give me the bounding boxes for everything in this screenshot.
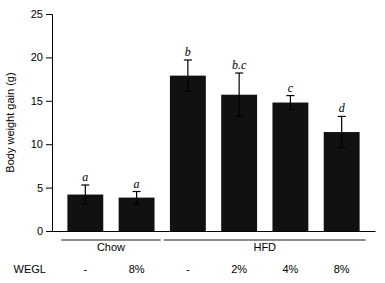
x-tick: 8% <box>334 263 350 275</box>
x-axis-line <box>53 231 376 232</box>
x-tick-label: 4% <box>282 263 298 275</box>
x-tick: - <box>186 263 190 275</box>
y-axis: 0 5 10 15 20 25 <box>31 8 53 237</box>
bar <box>272 103 308 231</box>
error-cap <box>133 203 141 204</box>
y-tick-mark <box>46 57 52 58</box>
x-tick: 2% <box>231 263 247 275</box>
annotation: c <box>288 81 294 95</box>
y-tick: 5 <box>37 182 52 194</box>
x-tick-label: 2% <box>231 263 247 275</box>
error-bar <box>239 73 240 116</box>
annotation: a <box>82 170 88 184</box>
x-axis-title: WEGL <box>14 263 46 275</box>
x-tick: 8% <box>129 263 145 275</box>
x-tick: - <box>83 263 87 275</box>
marks <box>67 60 359 231</box>
y-tick: 10 <box>31 138 52 150</box>
x-tick: 4% <box>282 263 298 275</box>
error-bar <box>136 192 137 204</box>
error-cap <box>235 116 243 117</box>
x-tick-label: - <box>186 263 190 275</box>
plot: 0 5 10 15 20 25 - 8% - 2% 4% 8% Chow HFD a a b b.c c d Body … <box>4 8 376 275</box>
error-cap <box>133 191 141 192</box>
error-bar <box>187 60 188 91</box>
error-bar <box>290 96 291 110</box>
error-cap <box>81 184 89 185</box>
annotation: b <box>185 45 191 59</box>
annotations: a a b b.c c d <box>82 45 345 191</box>
y-tick-label: 10 <box>31 138 43 150</box>
y-tick-mark <box>46 231 52 232</box>
error-cap <box>338 116 346 117</box>
annotation: d <box>339 101 346 115</box>
error-cap <box>286 95 294 96</box>
group-label: Chow <box>97 241 125 253</box>
error-cap <box>184 91 192 92</box>
group-labels: Chow HFD <box>61 240 366 253</box>
y-tick-label: 25 <box>31 8 43 20</box>
bar <box>170 76 206 231</box>
error-cap <box>81 203 89 204</box>
y-tick: 0 <box>37 225 52 237</box>
x-tick-label: 8% <box>129 263 145 275</box>
error-cap <box>235 72 243 73</box>
y-tick-mark <box>46 101 52 102</box>
y-tick: 20 <box>31 51 52 63</box>
annotation: a <box>134 177 140 191</box>
annotation: b.c <box>232 58 247 72</box>
x-tick-label: 8% <box>334 263 350 275</box>
y-tick-label: 0 <box>37 225 43 237</box>
y-tick-label: 5 <box>37 182 43 194</box>
y-tick-label: 15 <box>31 95 43 107</box>
y-tick: 15 <box>31 95 52 107</box>
x-tick-label: - <box>83 263 87 275</box>
error-bars <box>81 60 345 204</box>
y-axis-title: Body weight gain (g) <box>4 72 16 172</box>
y-tick-mark <box>46 188 52 189</box>
group-label: HFD <box>253 241 276 253</box>
y-tick-label: 20 <box>31 51 43 63</box>
y-axis-line <box>46 15 53 232</box>
error-cap <box>184 59 192 60</box>
error-bar <box>85 185 86 204</box>
chart-container: 0 5 10 15 20 25 - 8% - 2% 4% 8% Chow HFD a a b b.c c d Body … <box>0 0 385 283</box>
error-cap <box>338 147 346 148</box>
chart-svg: 0 5 10 15 20 25 - 8% - 2% 4% 8% Chow HFD a a b b.c c d Body … <box>0 0 385 283</box>
y-tick: 25 <box>31 8 52 20</box>
y-tick-mark <box>46 144 52 145</box>
error-bar <box>341 116 342 147</box>
error-cap <box>286 109 294 110</box>
x-axis: - 8% - 2% 4% 8% <box>53 232 376 275</box>
y-tick-mark <box>46 14 52 15</box>
